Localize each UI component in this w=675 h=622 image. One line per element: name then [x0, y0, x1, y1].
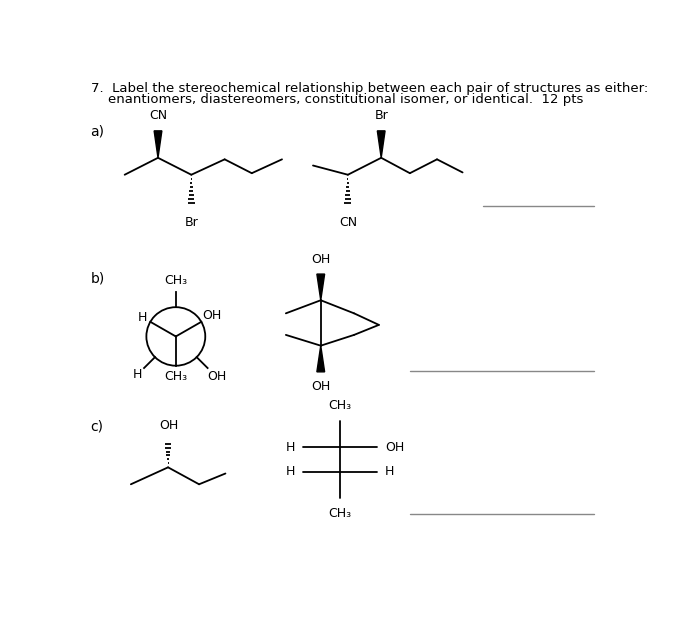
Text: OH: OH [202, 309, 221, 322]
Text: 7.  Label the stereochemical relationship between each pair of structures as eit: 7. Label the stereochemical relationship… [90, 82, 648, 95]
Text: CN: CN [150, 109, 168, 122]
Text: c): c) [90, 420, 103, 434]
Text: enantiomers, diastereomers, constitutional isomer, or identical.  12 pts: enantiomers, diastereomers, constitution… [90, 93, 583, 106]
Text: H: H [133, 368, 142, 381]
Text: CH₃: CH₃ [329, 508, 352, 521]
Text: Br: Br [375, 109, 389, 122]
Text: b): b) [90, 272, 105, 285]
Text: OH: OH [311, 380, 330, 393]
Text: OH: OH [207, 370, 226, 383]
Polygon shape [317, 274, 325, 300]
Text: CH₃: CH₃ [329, 399, 352, 412]
Text: OH: OH [311, 253, 330, 266]
Text: CH₃: CH₃ [164, 274, 188, 287]
Text: OH: OH [385, 441, 404, 454]
Polygon shape [154, 131, 162, 158]
Text: H: H [286, 465, 295, 478]
Text: OH: OH [159, 419, 178, 432]
Text: H: H [286, 441, 295, 454]
Polygon shape [317, 346, 325, 372]
Text: a): a) [90, 124, 105, 139]
Text: CH₃: CH₃ [164, 370, 188, 383]
Text: CN: CN [339, 216, 357, 230]
Polygon shape [377, 131, 385, 158]
Text: H: H [138, 311, 147, 323]
Text: Br: Br [184, 216, 198, 230]
Text: H: H [385, 465, 394, 478]
